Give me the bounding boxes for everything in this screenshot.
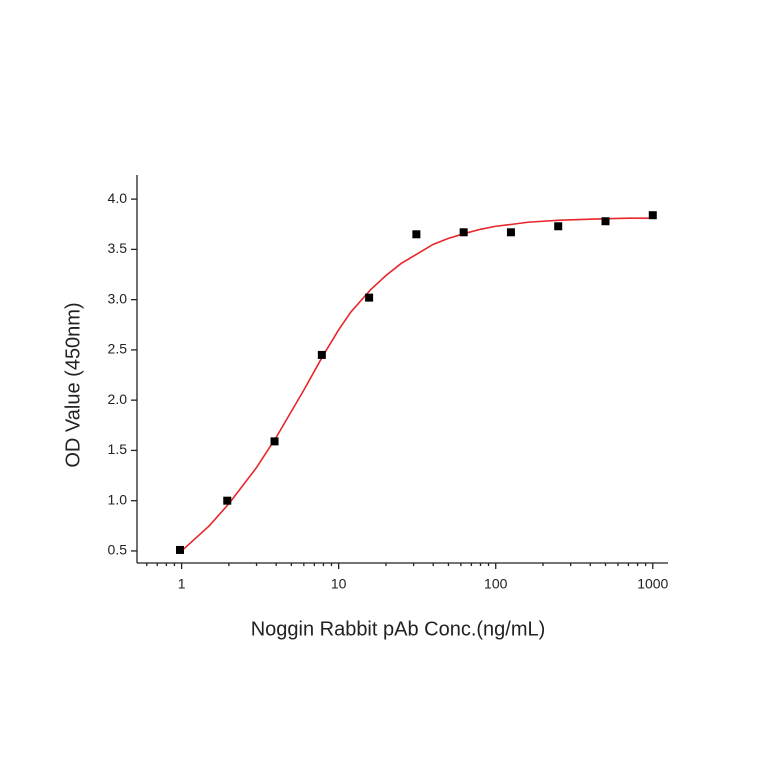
data-point bbox=[412, 230, 421, 239]
data-point bbox=[601, 217, 610, 226]
fit-curve bbox=[181, 217, 653, 552]
y-tick-label: 2.0 bbox=[108, 391, 128, 407]
x-tick-label: 1000 bbox=[637, 576, 668, 592]
x-axis-title: Noggin Rabbit pAb Conc.(ng/mL) bbox=[251, 618, 546, 640]
data-point bbox=[176, 545, 185, 554]
data-point bbox=[317, 350, 326, 359]
data-point bbox=[506, 228, 515, 237]
x-tick-label: 100 bbox=[484, 576, 508, 592]
data-point bbox=[270, 437, 279, 446]
y-tick-label: 4.0 bbox=[108, 190, 128, 206]
y-tick-label: 1.0 bbox=[108, 491, 128, 507]
data-point bbox=[365, 293, 374, 302]
data-point bbox=[554, 222, 563, 231]
x-tick-label: 10 bbox=[331, 576, 347, 592]
y-tick-label: 1.5 bbox=[108, 441, 128, 457]
y-tick-label: 3.5 bbox=[108, 240, 128, 256]
data-point bbox=[459, 228, 468, 237]
x-tick-label: 1 bbox=[178, 576, 186, 592]
y-tick-label: 2.5 bbox=[108, 341, 128, 357]
y-tick-label: 0.5 bbox=[108, 542, 128, 558]
y-tick-label: 3.0 bbox=[108, 290, 128, 306]
y-axis-title: OD Value (450nm) bbox=[62, 302, 84, 467]
data-point bbox=[648, 211, 657, 220]
data-point bbox=[223, 496, 232, 505]
